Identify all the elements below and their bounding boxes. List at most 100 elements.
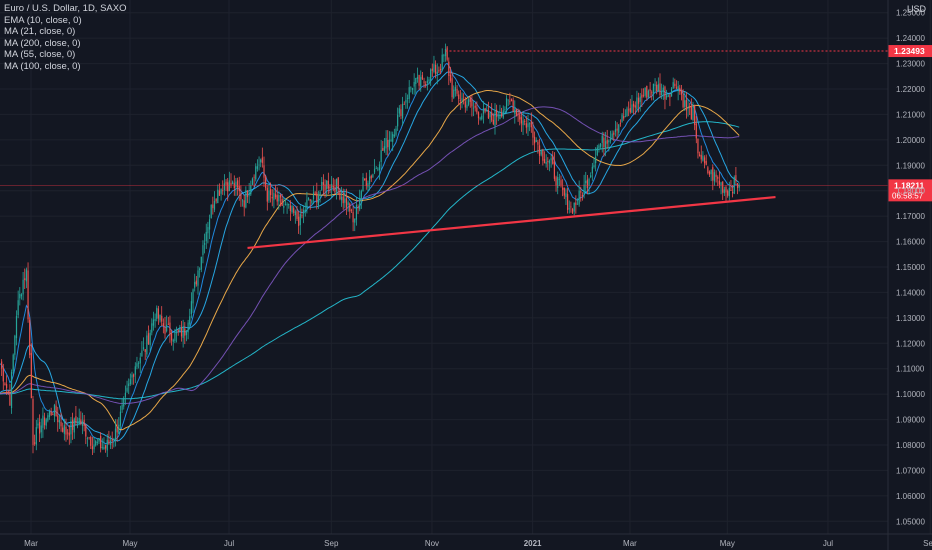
candle-body — [213, 200, 216, 210]
candle-body — [397, 114, 399, 127]
candle-body — [639, 96, 641, 102]
candle-body — [524, 120, 526, 122]
candle-body — [314, 192, 316, 194]
candle-body — [378, 164, 381, 171]
candle-body — [86, 438, 89, 439]
candle-body — [316, 192, 318, 203]
legend-ma-100[interactable]: MA (100, close, 0) — [4, 60, 81, 72]
candle-body — [609, 138, 612, 141]
candle-body — [685, 99, 687, 111]
candle-body — [29, 319, 31, 356]
legend-ma-55[interactable]: MA (55, close, 0) — [4, 49, 76, 61]
candle-body — [212, 204, 214, 209]
candle-body — [629, 108, 631, 113]
candle-body — [109, 440, 112, 445]
symbol-title[interactable]: Euro / U.S. Dollar, 1D, SAXO — [4, 3, 127, 14]
candle-body — [435, 64, 437, 74]
candle-body — [35, 427, 37, 445]
candle-body — [42, 415, 44, 428]
candle-body — [364, 178, 366, 181]
legend-ma-21[interactable]: MA (21, close, 0) — [4, 26, 76, 38]
candle-body — [4, 383, 6, 386]
price-tick-label: 1.12000 — [896, 339, 925, 348]
legend-ma-200[interactable]: MA (200, close, 0) — [4, 37, 81, 49]
candle-body — [590, 175, 592, 178]
candle-body — [383, 146, 386, 151]
candle-body — [586, 179, 588, 188]
candle-body — [185, 330, 188, 336]
candle-body — [294, 211, 296, 216]
candle-body — [197, 270, 199, 286]
candle-body — [265, 176, 267, 189]
candle-body — [392, 133, 394, 142]
candle-body — [633, 103, 635, 107]
candle-body — [675, 87, 678, 89]
candle-body — [307, 197, 310, 200]
candle-body — [339, 190, 341, 200]
candle-body — [403, 104, 405, 105]
high-price-tag — [888, 45, 932, 58]
last-price-tag — [888, 179, 932, 202]
candle-body — [284, 204, 287, 205]
candle-body — [494, 110, 496, 127]
price-tick-label: 1.16000 — [896, 238, 925, 247]
candle-body — [344, 198, 346, 203]
candle-body — [50, 411, 52, 415]
candle-body — [250, 185, 252, 195]
candle-body — [482, 108, 485, 114]
candle-body — [385, 137, 387, 149]
candle-body — [194, 282, 196, 288]
candle-body — [471, 99, 473, 107]
candle-body — [664, 86, 666, 100]
candle-body — [370, 175, 372, 179]
candle-body — [151, 323, 153, 333]
candle-body — [690, 106, 692, 120]
candle-body — [425, 83, 427, 86]
currency-label[interactable]: USD — [906, 4, 926, 14]
legend-ema-10[interactable]: EMA (10, close, 0) — [4, 14, 82, 26]
candle-body — [30, 352, 32, 399]
candle-body — [548, 160, 551, 164]
candle-body — [430, 69, 432, 81]
candle-body — [603, 137, 605, 147]
candle-body — [7, 390, 9, 394]
candle-body — [133, 374, 135, 377]
candle-body — [17, 300, 19, 316]
candle-body — [240, 193, 242, 200]
candle-body — [111, 439, 113, 441]
candle-body — [560, 180, 562, 186]
candle-body — [162, 323, 164, 326]
candle-body — [263, 165, 265, 178]
candle-body — [279, 195, 282, 198]
candle-body — [626, 108, 628, 117]
candle-body — [274, 194, 277, 198]
candle-body — [596, 147, 598, 156]
candle-body — [651, 92, 653, 94]
candle-body — [12, 354, 14, 372]
candle-body — [674, 83, 676, 87]
time-tick-label: 2021 — [524, 539, 542, 548]
candle-body — [530, 121, 532, 128]
candle-body — [362, 177, 364, 192]
candle-body — [525, 123, 527, 128]
candle-body — [463, 99, 465, 101]
candle-body — [667, 95, 669, 97]
candle-body — [487, 110, 489, 119]
candle-body — [451, 78, 453, 98]
candle-body — [670, 88, 673, 97]
candle-body — [189, 316, 191, 325]
candle-body — [116, 426, 118, 433]
candle-body — [319, 192, 321, 196]
candle-body — [738, 185, 740, 188]
candle-body — [410, 87, 412, 89]
candle-body — [260, 159, 262, 163]
candle-body — [723, 189, 725, 194]
candle-body — [382, 148, 384, 151]
candle-body — [398, 108, 400, 114]
candle-body — [43, 417, 46, 426]
candle-body — [538, 145, 541, 156]
candle-body — [436, 71, 438, 75]
price-tick-label: 1.06000 — [896, 492, 925, 501]
